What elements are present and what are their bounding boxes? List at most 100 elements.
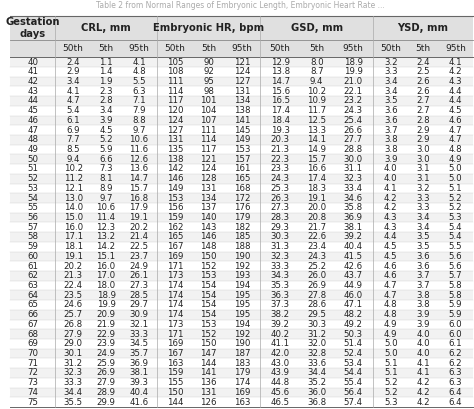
Text: 59: 59 (27, 242, 38, 251)
Text: 14.0: 14.0 (64, 203, 82, 212)
Text: 7.1: 7.1 (132, 97, 146, 106)
Text: 26.9: 26.9 (307, 281, 326, 290)
Text: 124: 124 (200, 164, 217, 173)
Text: 6.2: 6.2 (448, 359, 462, 368)
Text: 22.3: 22.3 (271, 155, 290, 164)
Text: 29.0: 29.0 (64, 339, 82, 348)
Text: 7.7: 7.7 (66, 135, 80, 144)
Text: 15.1: 15.1 (97, 252, 116, 261)
Text: 138: 138 (167, 155, 183, 164)
Text: 4.3: 4.3 (384, 213, 398, 222)
Text: 4.8: 4.8 (448, 145, 462, 154)
Text: 10.6: 10.6 (97, 203, 116, 212)
Text: 4.6: 4.6 (384, 271, 398, 280)
Bar (10, 242, 473, 252)
Text: 4.4: 4.4 (448, 97, 462, 106)
Text: 13.8: 13.8 (271, 67, 290, 76)
Text: 29.3: 29.3 (271, 223, 290, 232)
Text: 4.7: 4.7 (66, 97, 80, 106)
Text: 159: 159 (167, 213, 183, 222)
Text: 8.9: 8.9 (100, 184, 113, 193)
Text: 50th: 50th (63, 44, 83, 53)
Text: 195: 195 (234, 291, 250, 300)
Text: Gestation
days: Gestation days (5, 18, 60, 39)
Text: CRL, mm: CRL, mm (81, 23, 131, 33)
Text: 163: 163 (167, 359, 183, 368)
Text: 50th: 50th (164, 44, 185, 53)
Bar (10, 397, 473, 407)
Text: 173: 173 (167, 320, 183, 329)
Text: 33.3: 33.3 (64, 378, 82, 387)
Text: 5.8: 5.8 (448, 281, 462, 290)
Text: 92: 92 (203, 67, 214, 76)
Text: 34.6: 34.6 (344, 193, 363, 202)
Bar (10, 184, 473, 193)
Text: 4.2: 4.2 (384, 193, 398, 202)
Text: 39.3: 39.3 (129, 378, 148, 387)
Text: 27.9: 27.9 (64, 330, 82, 339)
Text: 4.7: 4.7 (448, 135, 462, 144)
Text: 137: 137 (200, 203, 217, 212)
Text: 5.1: 5.1 (448, 184, 462, 193)
Text: 3.9: 3.9 (416, 310, 430, 319)
Text: 111: 111 (167, 77, 183, 86)
Text: 185: 185 (234, 232, 250, 241)
Text: 188: 188 (234, 242, 250, 251)
Text: 5.9: 5.9 (448, 310, 462, 319)
Text: 15.7: 15.7 (129, 184, 148, 193)
Bar (10, 125, 473, 135)
Text: 35.7: 35.7 (129, 349, 148, 358)
Text: 22.1: 22.1 (344, 87, 363, 96)
Text: 5.3: 5.3 (384, 398, 398, 407)
Text: 163: 163 (234, 398, 250, 407)
Text: 52.4: 52.4 (344, 349, 363, 358)
Bar (10, 378, 473, 388)
Text: 19.1: 19.1 (307, 193, 326, 202)
Text: 150: 150 (200, 252, 217, 261)
Text: 23.2: 23.2 (344, 97, 363, 106)
Text: 22.4: 22.4 (64, 281, 82, 290)
Bar (10, 261, 473, 271)
Text: 161: 161 (234, 164, 250, 173)
Text: 145: 145 (234, 126, 250, 135)
Text: 174: 174 (234, 378, 250, 387)
Text: 21.9: 21.9 (97, 320, 116, 329)
Text: 8.8: 8.8 (132, 116, 146, 125)
Text: 154: 154 (200, 301, 217, 310)
Text: 24.3: 24.3 (271, 174, 290, 183)
Text: 35.5: 35.5 (64, 398, 82, 407)
Text: 18.4: 18.4 (271, 116, 290, 125)
Bar (10, 57, 473, 67)
Text: 47.1: 47.1 (344, 301, 363, 310)
Text: 21.7: 21.7 (307, 223, 326, 232)
Text: 9.7: 9.7 (100, 193, 113, 202)
Text: 43.9: 43.9 (271, 369, 290, 378)
Text: 171: 171 (167, 262, 183, 271)
Text: 5.3: 5.3 (448, 213, 462, 222)
Bar (10, 319, 473, 329)
Text: 66: 66 (27, 310, 38, 319)
Text: 3.6: 3.6 (416, 252, 430, 261)
Text: 5.2: 5.2 (384, 378, 398, 387)
Text: 120: 120 (167, 106, 183, 115)
Text: 140: 140 (200, 213, 217, 222)
Text: 55: 55 (27, 203, 38, 212)
Text: 51.4: 51.4 (344, 339, 363, 348)
Text: 30.9: 30.9 (129, 310, 148, 319)
Text: 5.0: 5.0 (384, 339, 398, 348)
Text: 26.9: 26.9 (97, 369, 116, 378)
Text: 4.0: 4.0 (384, 174, 398, 183)
Text: 38.1: 38.1 (344, 223, 363, 232)
Text: 73: 73 (27, 378, 38, 387)
Text: 3.0: 3.0 (416, 145, 430, 154)
Text: 16.0: 16.0 (97, 262, 116, 271)
Text: 46.0: 46.0 (344, 291, 363, 300)
Text: 12.9: 12.9 (271, 58, 290, 67)
Text: 95th: 95th (232, 44, 253, 53)
Text: 42.6: 42.6 (344, 262, 363, 271)
Text: 21.3: 21.3 (271, 145, 290, 154)
Text: 7.9: 7.9 (132, 106, 146, 115)
Text: 10.2: 10.2 (307, 87, 326, 96)
Text: 169: 169 (167, 252, 183, 261)
Text: 26.0: 26.0 (307, 271, 326, 280)
